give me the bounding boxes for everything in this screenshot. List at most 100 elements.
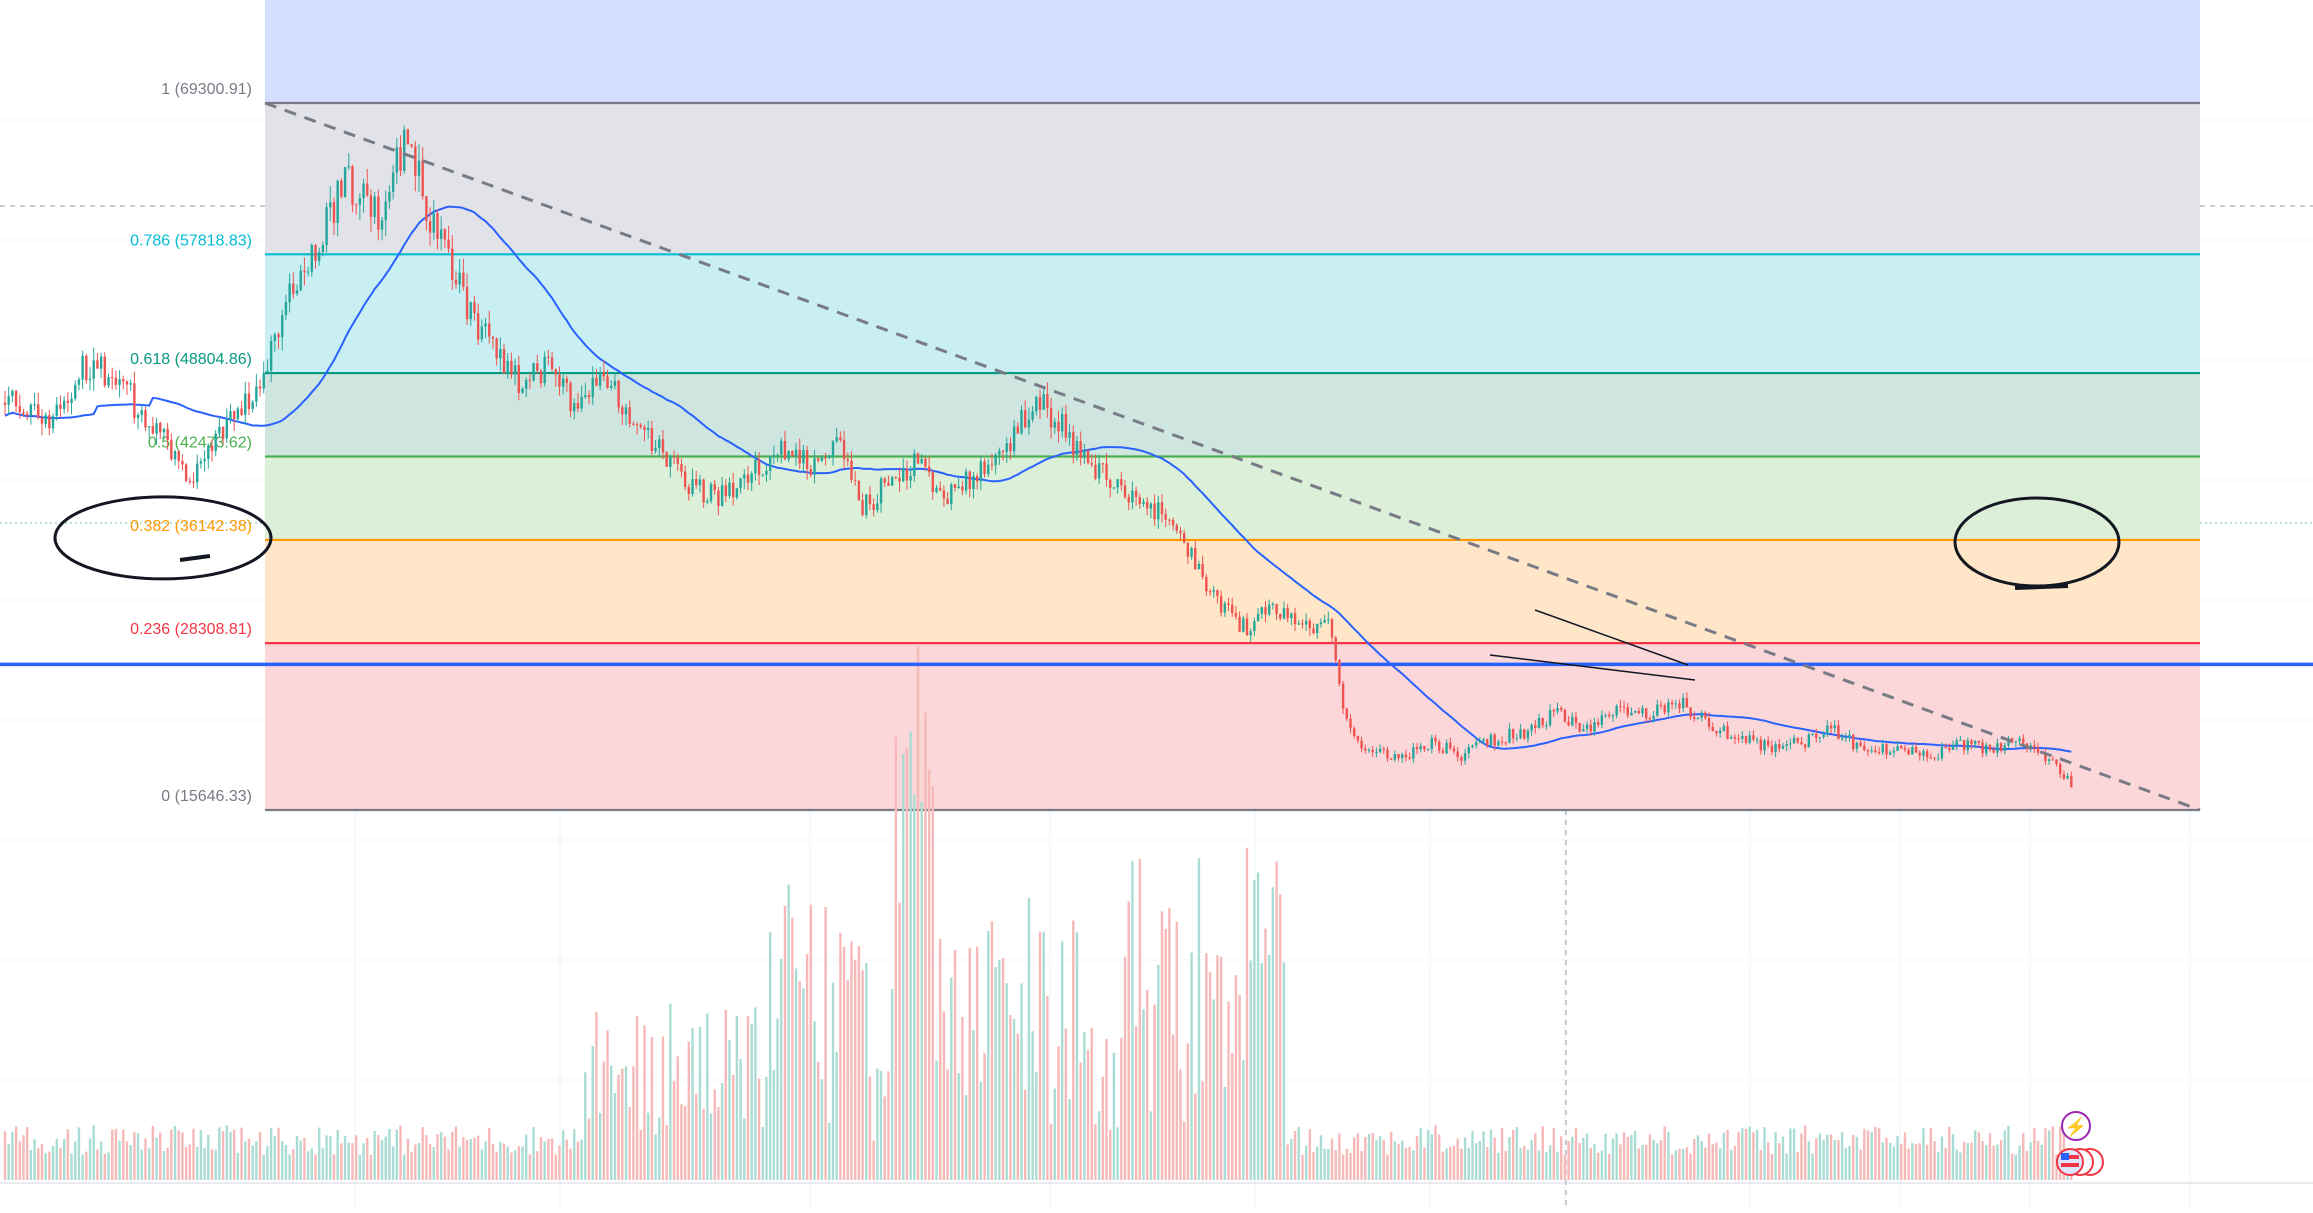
volume-bar bbox=[1179, 1069, 1182, 1180]
candle-body bbox=[107, 377, 110, 386]
candle-body bbox=[118, 379, 121, 385]
volume-bar bbox=[1186, 1043, 1190, 1180]
volume-bar bbox=[754, 1007, 757, 1180]
candle-body bbox=[1157, 502, 1160, 520]
candle-body bbox=[964, 471, 968, 491]
candle-body bbox=[1352, 728, 1356, 736]
lightning-icon[interactable]: ⚡ bbox=[2061, 1111, 2091, 1141]
candle-body bbox=[687, 487, 691, 495]
volume-bar bbox=[103, 1153, 107, 1180]
volume-bar bbox=[140, 1149, 143, 1180]
volume-bar bbox=[510, 1152, 513, 1180]
volume-bar bbox=[1290, 1138, 1293, 1180]
candle-body bbox=[1815, 733, 1818, 739]
volume-bar bbox=[1131, 861, 1134, 1180]
candle-body bbox=[1663, 705, 1666, 713]
candle-body bbox=[1109, 479, 1112, 488]
volume-bar bbox=[377, 1134, 380, 1180]
volume-bar bbox=[99, 1141, 103, 1180]
volume-bar bbox=[1704, 1147, 1707, 1180]
volume-bar bbox=[22, 1135, 25, 1180]
trend-line-dashed[interactable] bbox=[264, 101, 2201, 812]
volume-bar bbox=[484, 1141, 487, 1180]
annotations[interactable] bbox=[53, 495, 2121, 681]
candle-body bbox=[1907, 749, 1910, 755]
volume-bar bbox=[1264, 928, 1267, 1180]
volume-bar bbox=[624, 1066, 628, 1180]
candle-body bbox=[1526, 730, 1530, 739]
volume-bar bbox=[743, 1118, 746, 1180]
candle-body bbox=[576, 403, 580, 409]
volume-bar bbox=[632, 1066, 635, 1180]
volume-bar bbox=[1685, 1147, 1689, 1180]
candle-body bbox=[1818, 736, 1822, 739]
fibonacci-levels[interactable] bbox=[265, 101, 2200, 812]
volume-bar bbox=[1626, 1136, 1629, 1180]
candle-body bbox=[1674, 703, 1677, 705]
candle-body bbox=[103, 356, 107, 386]
candle-body bbox=[1866, 750, 1870, 752]
volume-bar bbox=[750, 1023, 753, 1180]
candle-body bbox=[683, 471, 687, 488]
candle-body bbox=[1792, 737, 1796, 744]
volume-bar bbox=[1556, 1151, 1559, 1180]
candle-body bbox=[458, 272, 461, 285]
trend-line[interactable] bbox=[264, 101, 2201, 812]
annotation-ellipse-left[interactable] bbox=[53, 495, 273, 581]
volume-bar bbox=[1120, 1037, 1123, 1180]
candle-body bbox=[1349, 718, 1352, 729]
volume-bar bbox=[776, 1018, 779, 1180]
candle-body bbox=[528, 379, 532, 381]
candle-body bbox=[1737, 738, 1740, 740]
fib-band-0.236 bbox=[265, 643, 2200, 810]
candle-body bbox=[524, 379, 528, 389]
candle-body bbox=[717, 490, 720, 506]
volume-bar bbox=[55, 1138, 58, 1180]
candle-body bbox=[351, 166, 354, 205]
volume-bar bbox=[598, 1112, 602, 1180]
volume-bar bbox=[1445, 1148, 1448, 1180]
candle-body bbox=[1685, 698, 1689, 708]
candle-body bbox=[403, 129, 406, 171]
volume-bar bbox=[1219, 956, 1223, 1180]
candle-body bbox=[702, 479, 705, 503]
candle-body bbox=[188, 481, 192, 483]
volume-bar bbox=[1815, 1138, 1818, 1180]
volume-bar bbox=[902, 754, 905, 1180]
volume-bar bbox=[1231, 1053, 1234, 1180]
volume-bar bbox=[1227, 1001, 1230, 1180]
lightning-badge-ring bbox=[2061, 1111, 2091, 1141]
candle-body bbox=[1049, 407, 1053, 428]
volume-bar bbox=[170, 1129, 173, 1180]
candle-body bbox=[1005, 443, 1008, 452]
candle-body bbox=[439, 229, 443, 239]
volume-bar bbox=[1378, 1136, 1382, 1180]
volume-bar bbox=[580, 1139, 583, 1180]
candle-body bbox=[983, 461, 986, 475]
volume-bar bbox=[1652, 1139, 1655, 1180]
volume-bar bbox=[543, 1141, 546, 1180]
volume-bar bbox=[2018, 1145, 2021, 1180]
candle-body bbox=[295, 290, 299, 294]
fib-level-label-0.618: 0.618 (48804.86) bbox=[130, 351, 252, 368]
candle-body bbox=[938, 487, 942, 491]
candle-body bbox=[1870, 750, 1873, 752]
volume-bar bbox=[857, 945, 861, 1180]
candle-body bbox=[362, 183, 365, 199]
volume-bar bbox=[1242, 1060, 1245, 1180]
volume-bar bbox=[247, 1138, 251, 1180]
volume-bar bbox=[1689, 1153, 1692, 1180]
overlay-badges[interactable]: ⚡ bbox=[2056, 1111, 2104, 1176]
candle-body bbox=[809, 468, 813, 475]
volume-bar bbox=[1282, 962, 1286, 1180]
us-flag-icon[interactable] bbox=[2056, 1148, 2104, 1176]
volume-bar bbox=[255, 1141, 258, 1180]
candle-body bbox=[1482, 739, 1485, 742]
fib-band-1 bbox=[265, 103, 2200, 255]
volume-bar bbox=[395, 1129, 399, 1180]
volume-bar bbox=[277, 1127, 280, 1180]
volume-bar bbox=[1567, 1140, 1570, 1180]
candle-body bbox=[1338, 660, 1341, 684]
